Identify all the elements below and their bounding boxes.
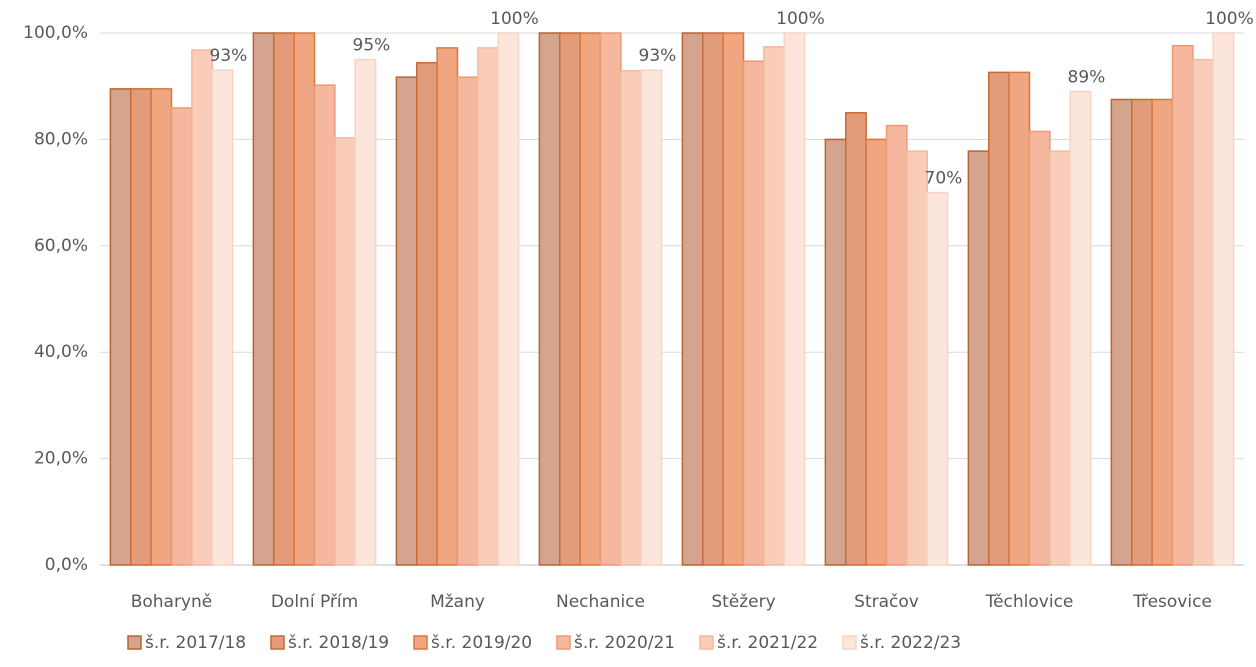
- bar: [1151, 98, 1174, 566]
- bar: [313, 84, 336, 566]
- data-label: 100%: [490, 9, 539, 29]
- bar: [191, 49, 214, 566]
- x-tick-label: Mžany: [430, 592, 485, 612]
- legend-label: š.r. 2019/20: [431, 633, 532, 653]
- bar: [926, 191, 949, 566]
- bar: [987, 71, 1010, 566]
- legend-label: š.r. 2018/19: [288, 633, 389, 653]
- x-tick-label: Dolní Přím: [271, 592, 358, 612]
- bar: [1130, 98, 1153, 566]
- legend-swatch: [270, 635, 285, 650]
- y-tick-label: 40,0%: [34, 342, 88, 362]
- data-label: 89%: [1068, 68, 1106, 88]
- legend-swatch: [699, 635, 714, 650]
- bar: [1069, 90, 1092, 566]
- bar: [885, 124, 908, 566]
- bar: [436, 47, 459, 566]
- x-tick-label: Boharyně: [131, 592, 213, 612]
- bar: [1049, 150, 1072, 566]
- bar: [415, 62, 438, 566]
- y-tick-label: 20,0%: [34, 449, 88, 469]
- bar: [742, 60, 765, 566]
- data-label: 100%: [776, 9, 825, 29]
- bar: [701, 32, 724, 566]
- bar: [763, 46, 786, 566]
- bar: [497, 32, 520, 566]
- legend-label: š.r. 2021/22: [717, 633, 818, 653]
- x-tick-label: Stračov: [854, 592, 919, 612]
- bar: [1192, 58, 1215, 566]
- data-label: 100%: [1205, 9, 1254, 29]
- bar: [844, 112, 867, 566]
- bar: [1008, 71, 1031, 566]
- bar: [824, 138, 847, 566]
- bar: [1110, 98, 1133, 566]
- bar: [538, 32, 561, 566]
- bar: [906, 150, 929, 566]
- bar: [865, 138, 888, 566]
- legend-label: š.r. 2020/21: [574, 633, 675, 653]
- bar: [558, 32, 581, 566]
- bar: [1171, 45, 1194, 566]
- x-tick-label: Třesovice: [1132, 592, 1212, 612]
- bar: [252, 32, 275, 566]
- bar: [456, 76, 479, 566]
- y-tick-label: 80,0%: [34, 129, 88, 149]
- y-tick-label: 0,0%: [45, 555, 88, 575]
- bar: [150, 88, 173, 566]
- x-tick-label: Těchlovice: [985, 592, 1074, 612]
- bar: [129, 88, 152, 566]
- legend-swatch: [556, 635, 571, 650]
- bar: [620, 70, 643, 566]
- bar: [211, 69, 234, 566]
- bar: [681, 32, 704, 566]
- bar: [579, 32, 602, 566]
- data-label: 70%: [925, 169, 963, 189]
- x-tick-label: Stěžery: [711, 592, 775, 612]
- bar: [967, 150, 990, 566]
- bar: [1028, 130, 1051, 566]
- bar: [170, 107, 193, 566]
- legend-swatch: [842, 635, 857, 650]
- y-tick-label: 100,0%: [23, 23, 88, 43]
- bar: [477, 47, 500, 566]
- data-label: 95%: [353, 36, 391, 56]
- y-tick-label: 60,0%: [34, 236, 88, 256]
- bar: [272, 32, 295, 566]
- bar: [599, 32, 622, 566]
- data-label: 93%: [210, 46, 248, 66]
- legend-label: š.r. 2017/18: [145, 633, 246, 653]
- bar: [722, 32, 745, 566]
- bar: [1212, 32, 1235, 566]
- x-tick-label: Nechanice: [556, 592, 645, 612]
- data-label: 93%: [639, 46, 677, 66]
- bar: [354, 58, 377, 566]
- bar: [293, 32, 316, 566]
- bar: [640, 69, 663, 566]
- legend-swatch: [413, 635, 428, 650]
- bar: [109, 88, 132, 566]
- bar: [783, 32, 806, 566]
- legend-label: š.r. 2022/23: [860, 633, 961, 653]
- bar: [334, 137, 357, 566]
- bar: [395, 76, 418, 566]
- legend-swatch: [127, 635, 142, 650]
